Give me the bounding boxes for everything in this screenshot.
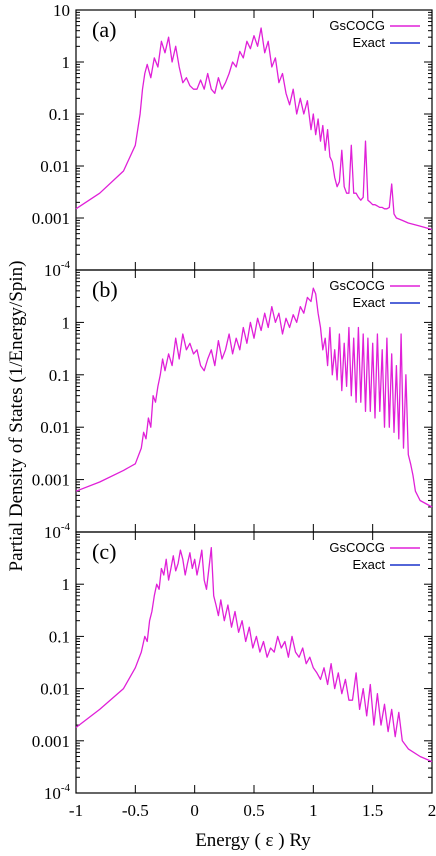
legend-entry-gscocg: GsCOCG: [329, 540, 385, 555]
y-tick-label: 1: [62, 53, 71, 72]
series-line-gscocg: [75, 287, 433, 508]
y-tick-label: 10: [53, 1, 70, 20]
panel-label: (a): [92, 17, 116, 42]
x-tick-label: 2: [428, 801, 436, 820]
y-tick-label: 0.1: [49, 105, 70, 124]
panel-b: 1 0.1 0.01 0.001 10-4 (b) GsCOCG Exact: [32, 269, 433, 542]
y-tick-label: 10-4: [44, 259, 71, 280]
y-tick-label: 0.01: [40, 157, 70, 176]
y-tick-label: 1: [62, 313, 71, 332]
panel-label: (c): [92, 539, 116, 564]
legend-entry-gscocg: GsCOCG: [329, 278, 385, 293]
x-tick-label: -1: [69, 801, 83, 820]
legend-entry-exact: Exact: [352, 295, 385, 310]
y-tick-exponent: -4: [61, 521, 71, 533]
x-tick-label: 0.5: [243, 801, 264, 820]
series-line-gscocg: [75, 27, 433, 231]
x-axis-label: Energy ( ε ) Ry: [195, 830, 311, 851]
legend-entry-exact: Exact: [352, 557, 385, 572]
y-axis-label: Partial Density of States (1/Energy/Spin…: [6, 261, 27, 572]
legend-entry-exact: Exact: [352, 35, 385, 50]
panel-c: 1 0.1 0.01 0.001 10-4-1 -0.5 0 0.5 1 1.5 2 (c) GsCOC…: [32, 531, 436, 820]
x-tick-label: -0.5: [122, 801, 149, 820]
y-tick-exponent: -4: [61, 782, 71, 794]
y-tick-label: 10-4: [44, 521, 71, 542]
series-line-gscocg: [75, 547, 433, 763]
y-tick-label: 0.001: [32, 732, 70, 751]
x-tick-label: 1: [309, 801, 318, 820]
y-tick-label: 10-4: [44, 782, 71, 803]
x-tick-label: 0: [190, 801, 199, 820]
panel-label: (b): [92, 277, 118, 302]
x-tick-label: 1.5: [362, 801, 383, 820]
y-tick-label: 1: [62, 575, 71, 594]
y-tick-label: 0.1: [49, 627, 70, 646]
y-tick-exponent: -4: [61, 259, 71, 271]
y-tick-label: 0.1: [49, 366, 70, 385]
y-tick-label: 0.01: [40, 418, 70, 437]
panel-a: 10 1 0.1 0.01 0.001 10-4 (a) GsCOCG Exact: [32, 1, 433, 280]
y-tick-label: 0.001: [32, 209, 70, 228]
legend-entry-gscocg: GsCOCG: [329, 18, 385, 33]
y-tick-label: 0.001: [32, 471, 70, 490]
y-tick-label: 0.01: [40, 680, 70, 699]
